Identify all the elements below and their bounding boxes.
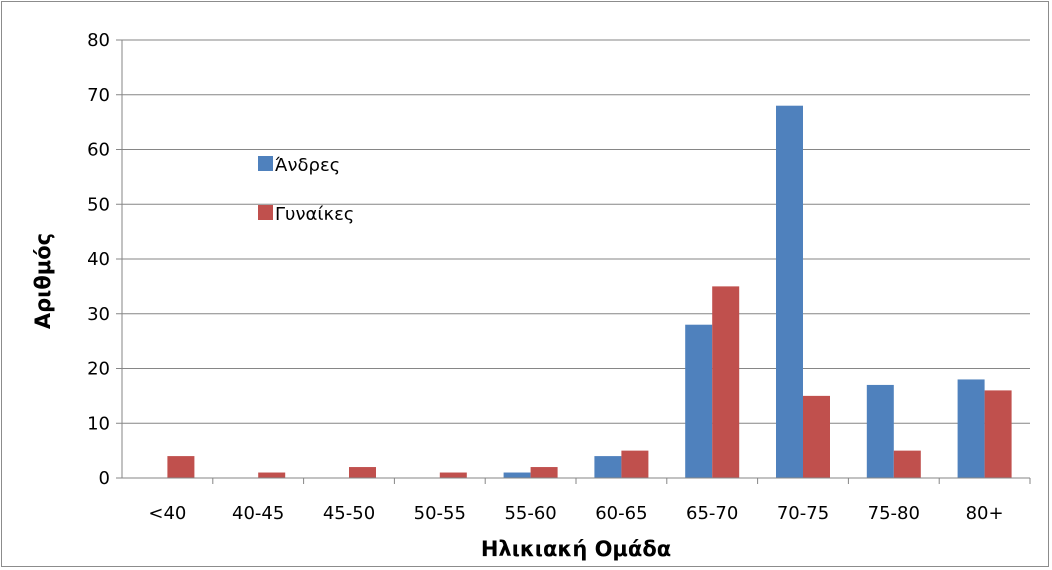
y-axis-title: Αριθμός — [31, 233, 55, 329]
bar-women-9 — [893, 450, 921, 478]
y-tick-label: 60 — [87, 140, 110, 161]
legend-item: Άνδρες — [258, 155, 340, 176]
bars — [167, 105, 1012, 478]
bar-men-10 — [957, 379, 985, 478]
legend-label: Γυναίκες — [275, 204, 354, 225]
y-tick-label: 40 — [87, 249, 110, 270]
y-tick-label: 80 — [87, 30, 110, 51]
legend: Άνδρες Γυναίκες — [258, 155, 354, 225]
legend-swatch — [258, 156, 273, 171]
x-tick-label: 40-45 — [232, 503, 284, 524]
y-tick-label: 10 — [87, 413, 110, 434]
bar-women-3 — [349, 467, 376, 478]
x-axis-title: Ηλικιακή Ομάδα — [481, 537, 671, 561]
bar-men-9 — [866, 384, 894, 478]
y-tick-label: 50 — [87, 194, 110, 215]
y-tick-label: 20 — [87, 359, 110, 380]
bar-women-10 — [984, 390, 1012, 478]
bar-women-6 — [621, 450, 649, 478]
bar-women-4 — [439, 472, 467, 478]
bar-men-7 — [685, 324, 713, 478]
bar-women-7 — [712, 286, 740, 478]
x-tick-label: <40 — [148, 503, 186, 524]
x-tick-labels: <40 40-45 45-50 50-55 55-60 60-65 65-70 70-75 75… — [148, 478, 1031, 524]
x-tick-label: 50-55 — [414, 503, 466, 524]
bar-women-1 — [167, 456, 195, 478]
gridlines — [122, 39, 1030, 424]
x-tick-label: 60-65 — [595, 503, 647, 524]
x-tick-label: 65-70 — [686, 503, 738, 524]
x-tick-label: 70-75 — [777, 503, 829, 524]
legend-label: Άνδρες — [275, 155, 340, 176]
legend-item: Γυναίκες — [258, 204, 354, 225]
y-tick-labels: 0 10 20 30 40 50 60 70 80 — [87, 30, 122, 489]
x-tick-label: 75-80 — [868, 503, 920, 524]
bar-men-6 — [594, 456, 622, 478]
bar-women-8 — [803, 395, 830, 478]
bar-men-5 — [503, 472, 531, 478]
y-tick-label: 0 — [99, 468, 110, 489]
y-tick-label: 30 — [87, 304, 110, 325]
x-tick-label: 55-60 — [504, 503, 556, 524]
y-tick-label: 70 — [87, 85, 110, 106]
bar-women-5 — [530, 467, 558, 478]
x-tick-label: 80+ — [966, 503, 1004, 524]
legend-swatch — [258, 205, 273, 220]
bar-women-2 — [258, 472, 286, 478]
bar-men-8 — [776, 105, 803, 478]
x-tick-label: 45-50 — [323, 503, 375, 524]
